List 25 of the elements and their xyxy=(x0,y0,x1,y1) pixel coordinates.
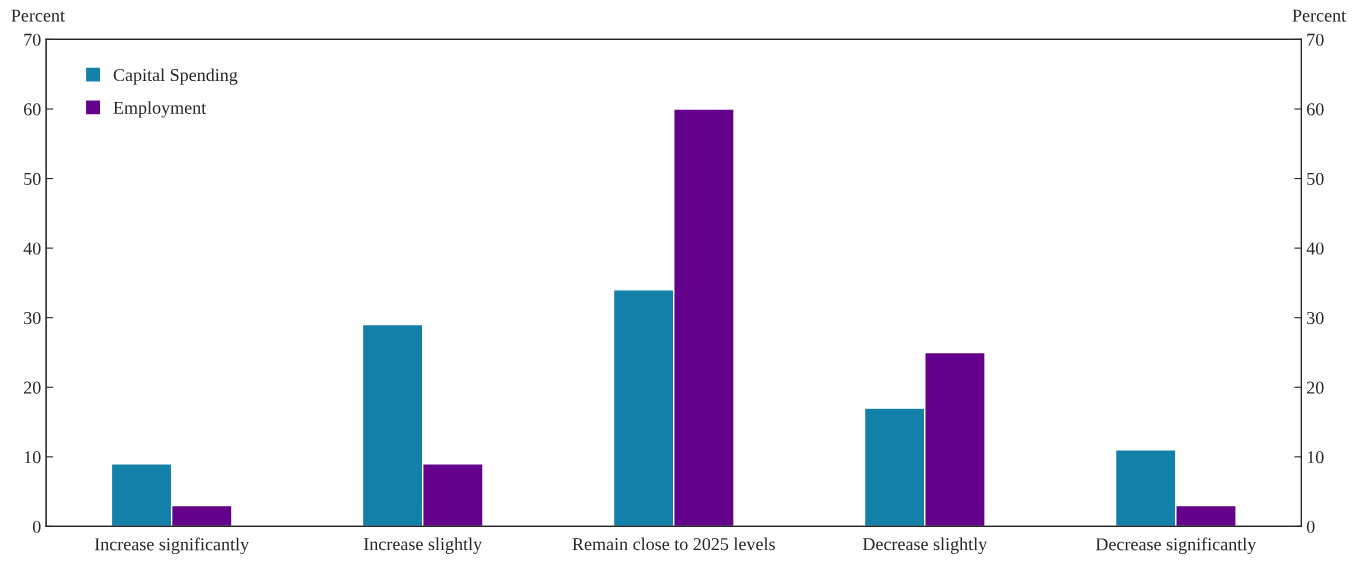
x-tick-label: Remain close to 2025 levels xyxy=(572,537,775,551)
y-tick-label: 50 xyxy=(24,172,41,185)
y2-tick-label: 0 xyxy=(1306,520,1315,533)
y2-tick-label: 20 xyxy=(1307,381,1324,394)
y-tick-label: 40 xyxy=(23,242,41,255)
x-tick-label: Decrease significantly xyxy=(1095,537,1257,555)
y-tick-label: 20 xyxy=(24,381,41,394)
y-tick-label: 30 xyxy=(24,311,41,325)
y2-tick-label: 70 xyxy=(1307,33,1324,46)
y-tick-label: 10 xyxy=(24,451,41,464)
legend-label: Capital Spending xyxy=(113,68,238,85)
legend-label: Employment xyxy=(113,101,207,118)
y-tick-label: 70 xyxy=(24,33,41,46)
y2-tick-label: 30 xyxy=(1307,311,1324,325)
y2-tick-label: 60 xyxy=(1307,103,1324,116)
x-tick-label: Increase slightly xyxy=(363,537,483,554)
y-tick-label: 60 xyxy=(24,103,41,116)
y2-tick-label: 10 xyxy=(1307,451,1324,464)
y2-tick-label: 40 xyxy=(1306,242,1324,255)
y2-tick-label: 50 xyxy=(1307,172,1324,185)
y2-axis-title: Percent xyxy=(1292,9,1347,22)
x-tick-label: Increase significantly xyxy=(94,537,250,555)
x-tick-label: Decrease slightly xyxy=(862,537,988,554)
y-axis-title: Percent xyxy=(11,9,65,22)
y-tick-label: 0 xyxy=(32,520,41,533)
